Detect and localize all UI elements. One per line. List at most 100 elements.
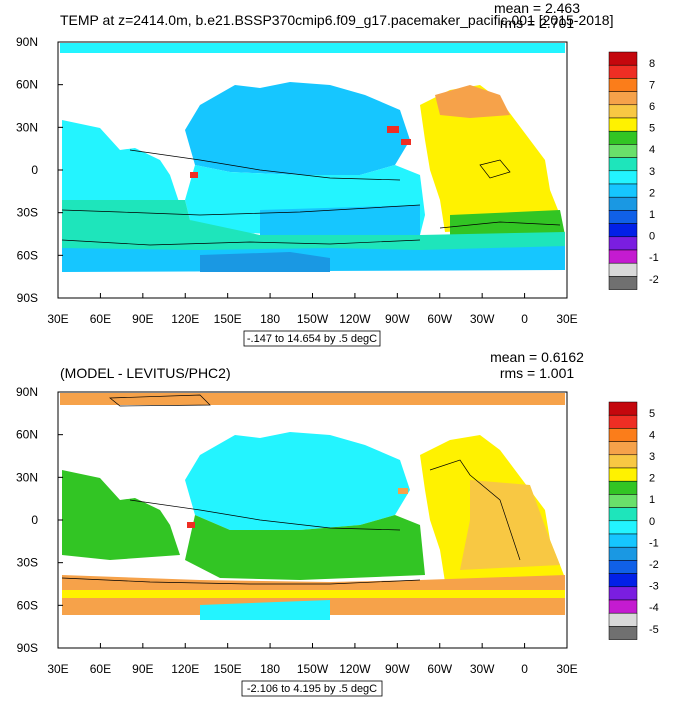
x-tick-label: 30E: [556, 662, 577, 676]
colorbar-swatch: [608, 454, 638, 469]
y-tick-label: 90S: [17, 291, 38, 305]
panel-2-south-pacific: [185, 515, 425, 580]
colorbar-swatch: [608, 262, 638, 277]
x-tick-label: 150W: [297, 662, 329, 676]
x-tick-label: 60W: [427, 662, 452, 676]
panel-2-range: -2.106 to 4.195 by .5 degC: [247, 683, 377, 695]
colorbar-label: 2: [649, 473, 655, 485]
x-tick-label: 90E: [132, 662, 153, 676]
colorbar-label: 7: [649, 79, 655, 91]
y-tick-label: 60N: [16, 78, 38, 92]
panel-1-range-box: [243, 330, 381, 347]
x-tick-label: 120E: [171, 312, 199, 326]
colorbar-label: -1: [649, 252, 659, 264]
colorbar-swatch: [608, 467, 638, 482]
colorbar-swatch: [608, 183, 638, 198]
panel-2-contour-3: [429, 459, 521, 561]
panel-2-patch-1: [187, 522, 195, 528]
x-tick-label: 90E: [132, 312, 153, 326]
panel-1-north-pacific: [185, 82, 410, 175]
x-tick-label: 30E: [556, 312, 577, 326]
colorbar-label: 0: [649, 231, 655, 243]
colorbar-swatch: [608, 276, 638, 290]
colorbar-label: -2: [649, 559, 659, 571]
panel-2-contour-2: [61, 577, 421, 585]
y-tick-label: 90S: [17, 641, 38, 655]
panel-1-indian-ocean: [62, 120, 180, 205]
colorbar-swatch: [608, 104, 638, 119]
panel-2-atlantic-warm: [460, 480, 560, 570]
colorbar-swatch: [608, 401, 638, 416]
colorbar-label: 3: [649, 166, 655, 178]
colorbar-swatch: [608, 210, 638, 224]
panel-1-contour-3: [61, 239, 421, 246]
colorbar-swatch: [608, 249, 638, 264]
colorbar-swatch: [608, 599, 638, 614]
panel-2-contour-4: [109, 394, 211, 407]
y-tick-label: 90N: [16, 35, 38, 49]
colorbar-swatch: [608, 441, 638, 456]
colorbar-label: -1: [649, 537, 659, 549]
colorbar-swatch: [608, 130, 638, 145]
panel-2-southern-band: [62, 590, 565, 598]
y-tick-label: 0: [31, 513, 38, 527]
x-tick-label: 60E: [90, 662, 111, 676]
panel-1-rms: rms = 2.701: [500, 15, 575, 31]
panel-2-north-pacific: [185, 432, 410, 530]
panel-2-antarctic-patch: [200, 600, 330, 620]
colorbar-swatch: [608, 64, 638, 79]
panel-1: TEMP at z=2414.0m, b.e21.BSSP370cmip6.f0…: [16, 0, 659, 347]
y-tick-label: 30S: [17, 206, 38, 220]
x-tick-label: 90W: [385, 312, 410, 326]
colorbar-label: 5: [649, 408, 655, 420]
panel-2-title: (MODEL - LEVITUS/PHC2): [60, 365, 231, 381]
panel-2-rms: rms = 1.001: [500, 365, 575, 381]
panel-2-axes: 30E 60E 90E 120E 150E 180 150W 120W 90W 60W 30W 0 30…: [16, 385, 578, 676]
colorbar-label: 2: [649, 187, 655, 199]
y-tick-label: 30N: [16, 120, 38, 134]
colorbar-label: 1: [649, 209, 655, 221]
x-tick-label: 180: [260, 662, 280, 676]
colorbar-swatch: [608, 494, 638, 508]
colorbar-swatch: [608, 51, 638, 66]
panel-2-indian-ocean: [62, 470, 180, 560]
x-tick-label: 90W: [385, 662, 410, 676]
panel-2-patch-2: [398, 488, 408, 494]
panel-1-range: -.147 to 14.654 by .5 degC: [247, 333, 377, 345]
colorbar-swatch: [608, 196, 638, 211]
colorbar-label: 4: [649, 144, 655, 156]
y-tick-label: 90N: [16, 385, 38, 399]
x-tick-label: 30W: [470, 662, 495, 676]
panel-1-patch-1: [387, 126, 399, 133]
x-tick-label: 180: [260, 312, 280, 326]
y-tick-label: 60S: [17, 598, 38, 612]
panel-2-arctic: [60, 393, 565, 405]
colorbar-swatch: [608, 560, 638, 574]
x-tick-label: 30E: [47, 662, 68, 676]
x-tick-label: 150E: [214, 662, 242, 676]
panel-1-patch-3: [401, 139, 411, 145]
colorbar-swatch: [608, 223, 638, 238]
y-tick-label: 60S: [17, 248, 38, 262]
x-tick-label: 0: [521, 662, 528, 676]
panel-1-contour-1: [129, 149, 401, 181]
x-tick-label: 60W: [427, 312, 452, 326]
panel-2-range-box: [241, 680, 383, 697]
panel-1-south-pacific-band: [260, 205, 420, 235]
panel-2: (MODEL - LEVITUS/PHC2) mean = 0.6162 rms…: [16, 349, 659, 697]
panel-1-axes: 30E 60E 90E 120E 150E 180 150W 120W 90W 60W 30W 0 30…: [16, 35, 578, 326]
colorbar-swatch: [608, 533, 638, 548]
colorbar-label: -2: [649, 274, 659, 286]
panel-1-arctic: [60, 43, 565, 53]
colorbar-swatch: [608, 117, 638, 132]
colorbar-label: 6: [649, 101, 655, 113]
x-tick-label: 150E: [214, 312, 242, 326]
y-tick-label: 60N: [16, 428, 38, 442]
panel-1-contour-4: [479, 159, 511, 179]
panel-1-colorbar: 8 7 6 5 4 3 2 1 0 -1 -2: [608, 51, 659, 290]
x-tick-label: 150W: [297, 312, 329, 326]
colorbar-label: -3: [649, 581, 659, 593]
colorbar-swatch: [608, 428, 638, 442]
colorbar-label: 5: [649, 123, 655, 135]
